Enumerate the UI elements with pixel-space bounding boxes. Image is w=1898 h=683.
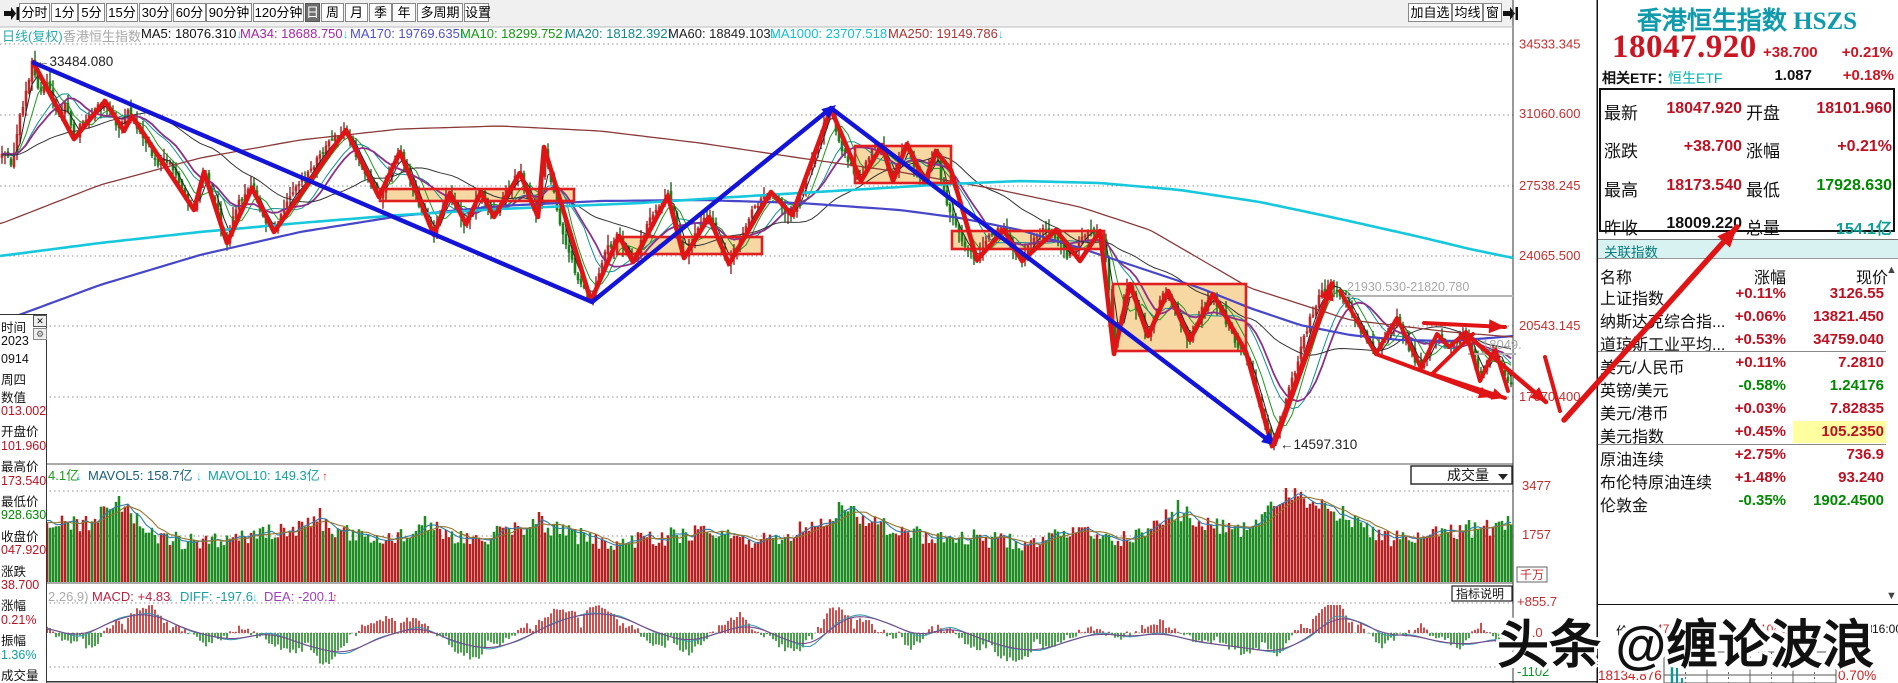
- svg-text:17070.400: 17070.400: [1519, 389, 1580, 404]
- svg-text:DIFF: -197.6: DIFF: -197.6: [180, 589, 253, 604]
- svg-text:DEA: -200.1: DEA: -200.1: [264, 589, 335, 604]
- svg-text:MAVOL10: 149.3亿: MAVOL10: 149.3亿: [208, 468, 320, 483]
- svg-text:←33484.080: ←33484.080: [36, 54, 113, 69]
- svg-text:4.1亿: 4.1亿: [48, 468, 79, 483]
- svg-text:↓: ↓: [252, 590, 258, 604]
- svg-text:18049.: 18049.: [1482, 337, 1522, 352]
- svg-text:↑: ↑: [322, 469, 328, 483]
- svg-text:20543.145: 20543.145: [1519, 318, 1580, 333]
- svg-text:2,26,9): 2,26,9): [48, 589, 88, 604]
- svg-text:+855.7: +855.7: [1517, 594, 1557, 609]
- svg-text:-1102: -1102: [1517, 664, 1549, 679]
- svg-text:↓: ↓: [196, 469, 202, 483]
- svg-text:34533.345: 34533.345: [1519, 37, 1580, 52]
- svg-text:指标说明: 指标说明: [1456, 586, 1504, 601]
- svg-text:MACD: +4.83: MACD: +4.83: [92, 589, 170, 604]
- svg-text:成交量: 成交量: [1447, 467, 1489, 483]
- svg-text:↓: ↓: [76, 469, 82, 483]
- svg-text:24065.500: 24065.500: [1519, 248, 1580, 263]
- svg-text:+0.0: +0.0: [1517, 625, 1543, 640]
- svg-text:1757: 1757: [1522, 527, 1551, 542]
- svg-text:↑: ↑: [332, 590, 338, 604]
- svg-text:↓: ↓: [168, 590, 174, 604]
- svg-text:21930.530-21820.780: 21930.530-21820.780: [1347, 280, 1469, 294]
- svg-text:27538.245: 27538.245: [1519, 178, 1580, 193]
- svg-text:3477: 3477: [1522, 478, 1551, 493]
- svg-text:MAVOL5: 158.7亿: MAVOL5: 158.7亿: [88, 468, 193, 483]
- svg-text:←14597.310: ←14597.310: [1280, 437, 1357, 452]
- svg-text:千万: 千万: [1520, 568, 1544, 582]
- svg-text:31060.600: 31060.600: [1519, 106, 1580, 121]
